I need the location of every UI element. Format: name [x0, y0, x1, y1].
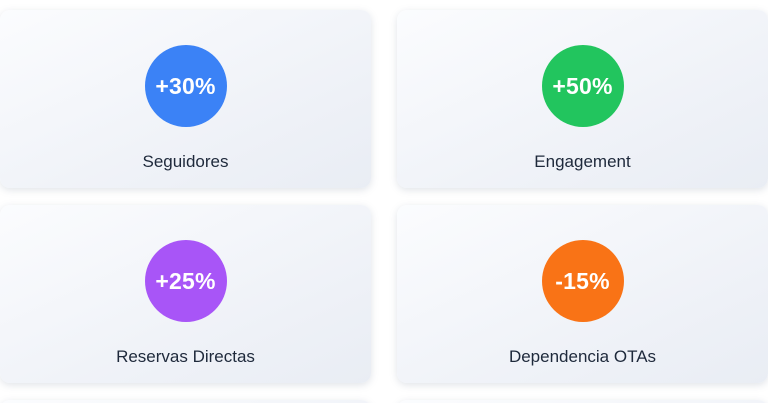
stat-label: Dependencia OTAs	[508, 347, 657, 366]
stat-card-partial	[397, 400, 768, 403]
stat-label: Seguidores	[142, 152, 229, 171]
stat-card-partial	[0, 400, 371, 403]
stat-card-dependencia-otas: -15% Dependencia OTAs	[397, 205, 768, 383]
stat-card-reservas-directas: +25% Reservas Directas	[0, 205, 371, 383]
stat-label: Reservas Directas	[116, 347, 255, 366]
stat-value-badge: -15%	[541, 240, 624, 322]
stat-card-seguidores: +30% Seguidores	[0, 10, 371, 188]
stat-value-badge: +30%	[144, 45, 227, 127]
stat-value-badge: +50%	[541, 45, 624, 127]
stat-card-engagement: +50% Engagement	[397, 10, 768, 188]
stat-value-badge: +25%	[144, 240, 227, 322]
stat-label: Engagement	[534, 152, 631, 171]
